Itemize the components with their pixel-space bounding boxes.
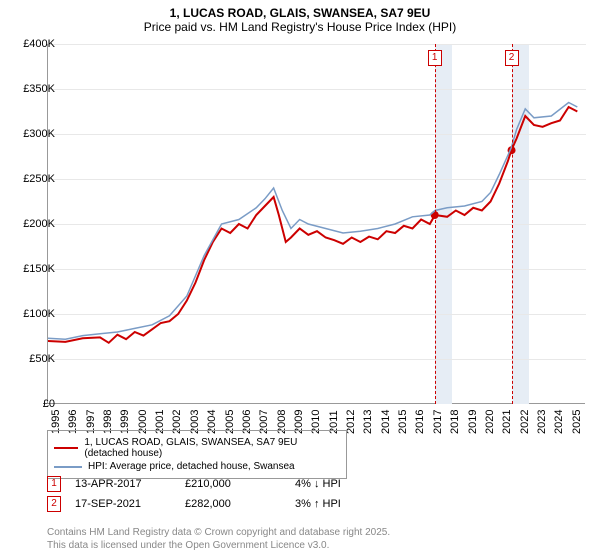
- x-axis-tick: 2017: [432, 410, 444, 434]
- y-axis-tick: £100K: [23, 308, 55, 320]
- x-axis-tick: 2015: [397, 410, 409, 434]
- note-marker-icon: 1: [47, 476, 61, 492]
- legend-label: HPI: Average price, detached house, Swan…: [88, 461, 295, 472]
- line-chart-svg: [48, 44, 586, 404]
- x-axis-tick: 2018: [449, 410, 461, 434]
- note-date: 17-SEP-2021: [75, 498, 185, 510]
- x-axis-tick: 2020: [484, 410, 496, 434]
- y-axis-tick: £150K: [23, 263, 55, 275]
- x-axis-tick: 2019: [467, 410, 479, 434]
- marker-notes: 1 13-APR-2017 £210,000 4% ↓ HPI 2 17-SEP…: [47, 472, 405, 516]
- note-delta: 3% ↑ HPI: [295, 498, 405, 510]
- legend-swatch: [54, 466, 82, 468]
- x-axis-tick: 2013: [362, 410, 374, 434]
- note-price: £210,000: [185, 478, 295, 490]
- x-axis-tick: 2021: [501, 410, 513, 434]
- chart-plot-area: 12: [47, 44, 585, 404]
- x-axis-tick: 2014: [380, 410, 392, 434]
- note-row: 2 17-SEP-2021 £282,000 3% ↑ HPI: [47, 496, 405, 512]
- footer-line: This data is licensed under the Open Gov…: [47, 539, 390, 552]
- note-date: 13-APR-2017: [75, 478, 185, 490]
- x-axis-tick: 2023: [536, 410, 548, 434]
- footer-line: Contains HM Land Registry data © Crown c…: [47, 526, 390, 539]
- note-price: £282,000: [185, 498, 295, 510]
- x-axis-tick: 2022: [519, 410, 531, 434]
- legend-swatch: [54, 447, 78, 449]
- y-axis-tick: £250K: [23, 173, 55, 185]
- y-axis-tick: £0: [43, 398, 55, 410]
- footer-text: Contains HM Land Registry data © Crown c…: [47, 526, 390, 552]
- x-axis-tick: 2016: [414, 410, 426, 434]
- y-axis-tick: £300K: [23, 128, 55, 140]
- x-axis-tick: 2024: [553, 410, 565, 434]
- legend-item-price-paid: 1, LUCAS ROAD, GLAIS, SWANSEA, SA7 9EU (…: [54, 437, 340, 459]
- page-subtitle: Price paid vs. HM Land Registry's House …: [0, 20, 600, 38]
- legend-item-hpi: HPI: Average price, detached house, Swan…: [54, 461, 340, 472]
- note-row: 1 13-APR-2017 £210,000 4% ↓ HPI: [47, 476, 405, 492]
- y-axis-tick: £350K: [23, 83, 55, 95]
- series-hpi: [48, 103, 577, 340]
- note-marker-icon: 2: [47, 496, 61, 512]
- page-title: 1, LUCAS ROAD, GLAIS, SWANSEA, SA7 9EU: [0, 0, 600, 20]
- chart-marker-label: 1: [428, 50, 442, 66]
- x-axis-tick: 2025: [571, 410, 583, 434]
- chart-marker-label: 2: [505, 50, 519, 66]
- y-axis-tick: £200K: [23, 218, 55, 230]
- y-axis-tick: £400K: [23, 38, 55, 50]
- y-axis-tick: £50K: [29, 353, 55, 365]
- legend-label: 1, LUCAS ROAD, GLAIS, SWANSEA, SA7 9EU (…: [84, 437, 340, 459]
- note-delta: 4% ↓ HPI: [295, 478, 405, 490]
